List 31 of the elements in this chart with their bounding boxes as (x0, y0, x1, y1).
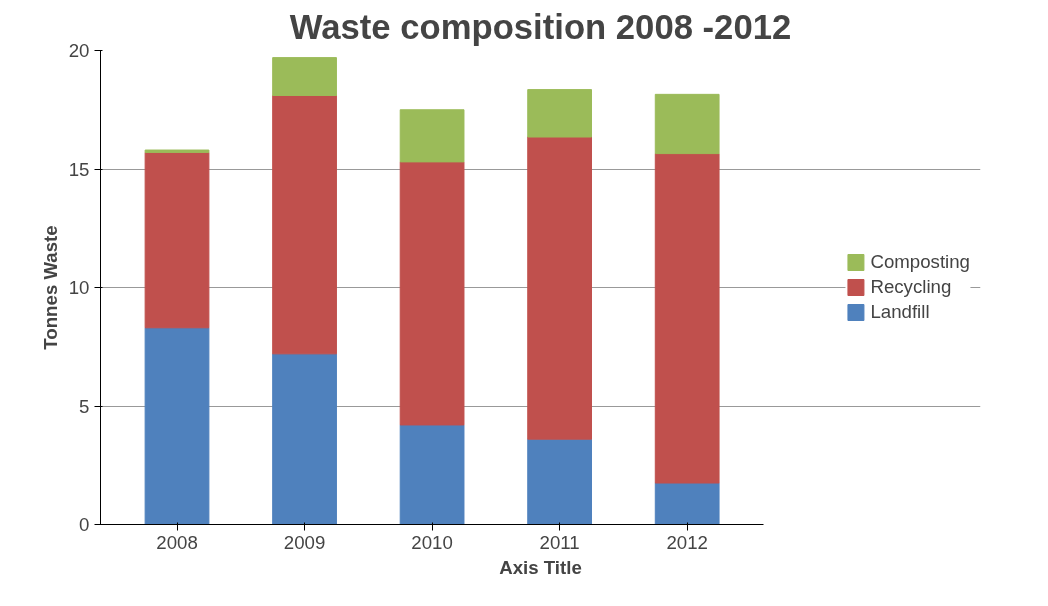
bar (654, 153, 720, 484)
legend-label: Landfill (870, 301, 930, 323)
y-tick-label: 15 (68, 158, 90, 180)
bar (399, 424, 465, 525)
bar (527, 438, 593, 525)
chart-title: Waste composition 2008 -2012 (289, 7, 792, 46)
x-tick-label: 2008 (156, 531, 198, 553)
bar (527, 136, 593, 440)
y-tick-label: 10 (68, 277, 90, 298)
bar (272, 353, 337, 525)
bar (654, 93, 720, 155)
x-tick-label: 2010 (411, 531, 453, 553)
bar (654, 482, 720, 525)
bar (399, 161, 465, 426)
y-tick-label: 20 (68, 40, 90, 61)
bar (272, 95, 337, 355)
x-axis-title: Axis Title (499, 556, 582, 578)
bar (399, 109, 465, 163)
legend-label: Composting (870, 251, 970, 273)
y-tick-label: 0 (79, 514, 90, 535)
x-tick-label: 2011 (539, 531, 580, 553)
x-tick-label: 2009 (283, 531, 326, 553)
bar (272, 57, 337, 97)
bar (144, 327, 210, 525)
bar (144, 149, 210, 153)
legend-label: Recycling (870, 276, 952, 298)
bar (527, 89, 593, 138)
bar (144, 151, 210, 329)
y-tick-label: 5 (79, 395, 90, 417)
y-axis-title: Tonnes Waste (39, 225, 61, 350)
x-tick-label: 2012 (666, 531, 708, 553)
